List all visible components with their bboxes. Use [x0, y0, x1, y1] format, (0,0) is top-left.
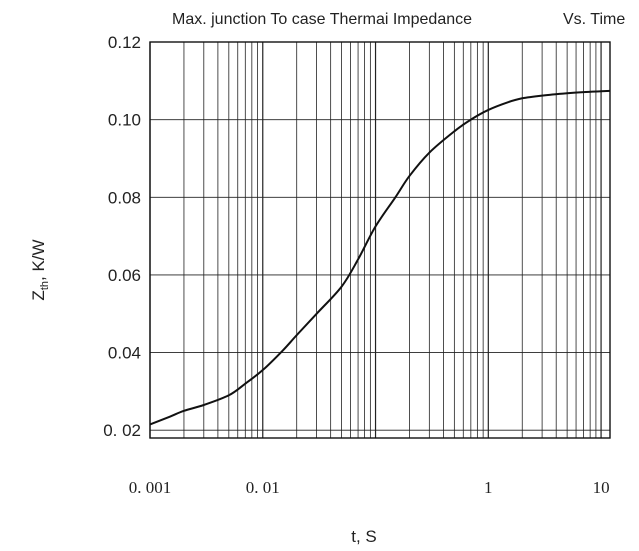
y-tick-label-1: 0.10 [108, 111, 141, 130]
x-tick-label-3: 10 [593, 478, 610, 497]
impedance-curve [149, 89, 611, 426]
y-axis-label-sub: th [39, 281, 51, 290]
y-tick-label-5: 0. 02 [103, 421, 141, 440]
x-tick-label-1: 0. 01 [246, 478, 280, 497]
plot-frame [149, 41, 611, 439]
x-tick-label-0: 0. 001 [129, 478, 172, 497]
y-tick-label-2: 0.08 [108, 188, 141, 207]
y-axis-label-rest: , K/W [29, 239, 48, 281]
grid [149, 41, 610, 438]
y-tick-label-3: 0.06 [108, 266, 141, 285]
x-tick-label-2: 1 [484, 478, 493, 497]
chart-title: Max. junction To case Thermai Impedance [172, 11, 472, 28]
y-axis-label-main: Z [29, 290, 48, 300]
x-axis-label: t, S [351, 527, 377, 546]
y-axis-label: Zth, K/W [29, 239, 51, 300]
x-tick-labels: 0. 001 0. 01 1 10 [129, 478, 610, 497]
chart-title-suffix: Vs. Time [563, 11, 625, 28]
y-tick-label-4: 0.04 [108, 344, 141, 363]
y-tick-label-0: 0.12 [108, 33, 141, 52]
y-tick-labels: 0.12 0.10 0.08 0.06 0.04 0. 02 [103, 33, 141, 440]
